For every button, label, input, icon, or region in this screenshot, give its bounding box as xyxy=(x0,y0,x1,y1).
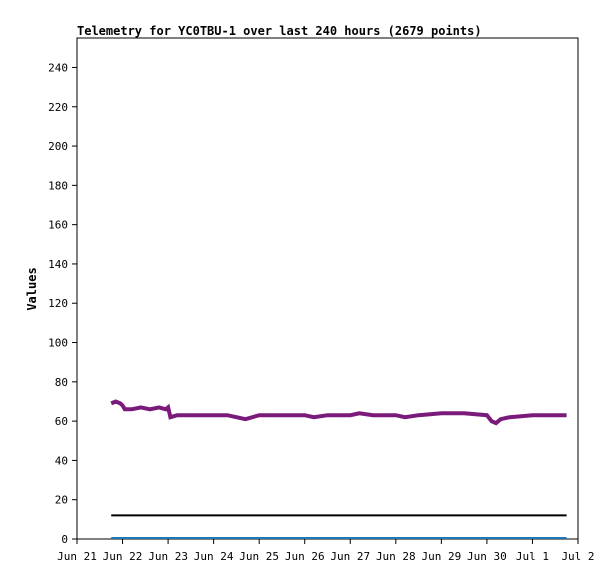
chart-title: Telemetry for YC0TBU-1 over last 240 hou… xyxy=(77,24,482,38)
x-tick-label: Jun 29 xyxy=(421,550,461,563)
y-tick-label: 200 xyxy=(48,140,68,153)
x-tick-label: Jun 25 xyxy=(239,550,279,563)
x-tick-label: Jul 2 xyxy=(561,550,594,563)
y-tick-label: 100 xyxy=(48,337,68,350)
y-tick-label: 180 xyxy=(48,179,68,192)
x-tick-label: Jun 26 xyxy=(285,550,325,563)
x-tick-label: Jun 22 xyxy=(103,550,143,563)
x-tick-label: Jun 23 xyxy=(148,550,188,563)
x-tick-label: Jun 21 xyxy=(57,550,97,563)
y-axis-label: Values xyxy=(25,267,39,310)
plot-area xyxy=(76,37,579,540)
y-tick-label: 20 xyxy=(55,494,68,507)
x-tick-label: Jun 30 xyxy=(467,550,507,563)
series-line-1 xyxy=(110,399,567,426)
x-tick-label: Jun 27 xyxy=(330,550,370,563)
y-tick-label: 160 xyxy=(48,219,68,232)
y-tick-label: 220 xyxy=(48,101,68,114)
x-tick-label: Jun 24 xyxy=(194,550,234,563)
y-tick-label: 240 xyxy=(48,61,68,74)
y-tick-label: 0 xyxy=(61,533,68,546)
y-tick-label: 40 xyxy=(55,454,68,467)
x-tick-label: Jul 1 xyxy=(516,550,549,563)
x-axis: Jun 21 Jun 22 Jun 23 Jun 24 Jun 25 Jun 26 Jun … xyxy=(57,539,595,563)
x-tick-label: Jun 28 xyxy=(376,550,416,563)
y-tick-label: 60 xyxy=(55,415,68,428)
y-tick-label: 120 xyxy=(48,297,68,310)
y-axis: 0 20 40 60 80 100 120 140 160 180 200 220 240 xyxy=(48,61,77,546)
series-lines xyxy=(110,399,567,539)
y-tick-label: 80 xyxy=(55,376,68,389)
y-tick-label: 140 xyxy=(48,258,68,271)
